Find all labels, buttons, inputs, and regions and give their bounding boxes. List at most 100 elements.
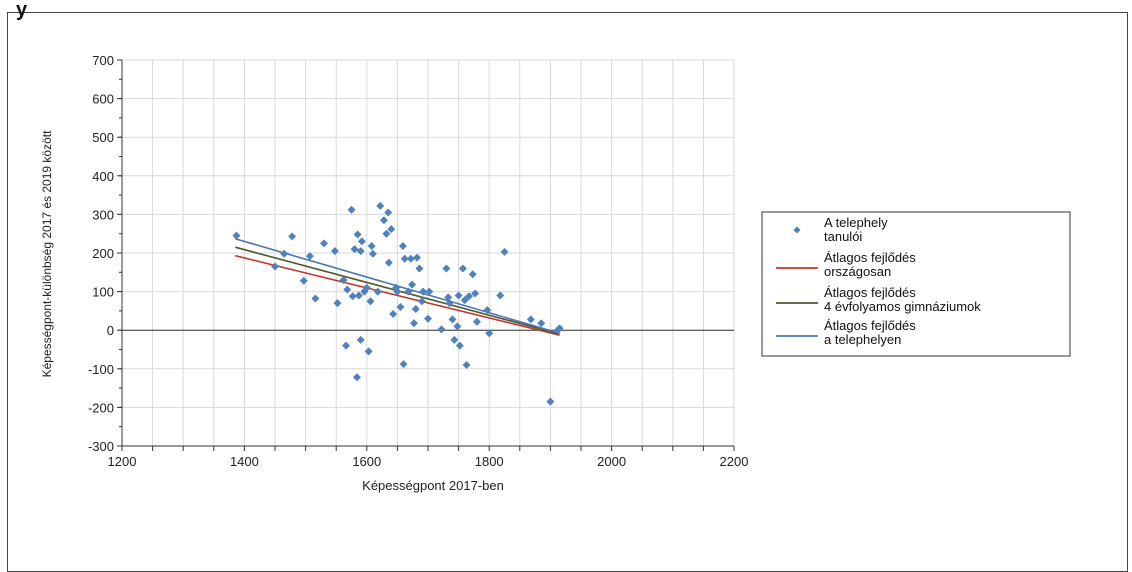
y-tick-label: -100 bbox=[88, 362, 114, 377]
data-point bbox=[396, 303, 405, 312]
data-point bbox=[354, 291, 363, 300]
data-point bbox=[471, 289, 480, 298]
data-point bbox=[347, 205, 356, 214]
data-point bbox=[468, 270, 477, 279]
data-point bbox=[408, 280, 417, 289]
data-point bbox=[453, 322, 462, 331]
data-point bbox=[356, 247, 365, 256]
x-tick-label: 1800 bbox=[475, 454, 504, 469]
y-tick-label: 0 bbox=[107, 323, 114, 338]
data-point bbox=[537, 319, 546, 328]
data-point bbox=[496, 291, 505, 300]
data-point bbox=[448, 315, 457, 324]
data-point bbox=[406, 254, 415, 263]
data-point bbox=[555, 324, 564, 333]
data-point bbox=[460, 296, 469, 305]
data-point bbox=[387, 225, 396, 234]
axes bbox=[117, 59, 735, 451]
data-point bbox=[367, 242, 376, 251]
data-point bbox=[417, 297, 426, 306]
legend-label: országosan bbox=[824, 264, 891, 279]
x-axis-title: Képességpont 2017-ben bbox=[362, 478, 504, 493]
x-tick-label: 1400 bbox=[230, 454, 259, 469]
grid bbox=[121, 59, 735, 447]
data-point bbox=[546, 397, 555, 406]
data-points bbox=[232, 201, 564, 406]
data-point bbox=[271, 262, 279, 271]
legend-label: 4 évfolyamos gimnáziumok bbox=[824, 299, 981, 314]
data-point bbox=[437, 325, 446, 334]
data-point bbox=[280, 249, 289, 258]
data-point bbox=[384, 208, 393, 217]
y-tick-label: -200 bbox=[88, 400, 114, 415]
legend-label: tanulói bbox=[824, 229, 862, 244]
data-point bbox=[398, 242, 407, 251]
data-point bbox=[356, 335, 365, 344]
data-point bbox=[399, 360, 408, 369]
tick-labels: -300 -200 -100 0 100 200 300 400 500 600 700 1200 14… bbox=[88, 53, 748, 469]
legend-label: Átlagos fejlődés bbox=[824, 285, 916, 300]
y-tick-label: 100 bbox=[92, 285, 114, 300]
data-point bbox=[350, 245, 359, 254]
data-point bbox=[232, 231, 241, 240]
data-point bbox=[362, 283, 371, 292]
data-point bbox=[330, 247, 339, 256]
data-point bbox=[353, 230, 362, 239]
data-point bbox=[389, 309, 398, 318]
data-point bbox=[393, 287, 402, 296]
x-tick-label: 1600 bbox=[352, 454, 381, 469]
data-point bbox=[305, 252, 314, 261]
legend-label: Átlagos fejlődés bbox=[824, 250, 916, 265]
data-point bbox=[442, 264, 451, 273]
data-point bbox=[424, 314, 432, 323]
data-point bbox=[409, 319, 418, 328]
x-tick-label: 1200 bbox=[108, 454, 137, 469]
x-tick-label: 2000 bbox=[597, 454, 626, 469]
data-point bbox=[373, 287, 382, 296]
data-point bbox=[400, 254, 409, 263]
data-point bbox=[411, 304, 420, 313]
y-tick-label: 300 bbox=[92, 207, 114, 222]
data-point bbox=[368, 249, 377, 258]
y-tick-label: -300 bbox=[88, 439, 114, 454]
y-tick-label: 600 bbox=[92, 92, 114, 107]
legend-label: A telephely bbox=[824, 215, 888, 230]
data-point bbox=[299, 276, 308, 285]
page-heading-fragment: y bbox=[16, 0, 28, 21]
y-tick-label: 200 bbox=[92, 246, 114, 261]
data-point bbox=[357, 237, 366, 246]
data-point bbox=[450, 335, 459, 344]
data-point bbox=[341, 341, 350, 350]
legend-marker-points bbox=[793, 226, 801, 234]
data-point bbox=[462, 360, 471, 369]
x-tick-label: 2200 bbox=[720, 454, 749, 469]
data-point bbox=[379, 216, 388, 225]
data-point bbox=[425, 287, 434, 296]
data-point bbox=[353, 373, 362, 382]
data-point bbox=[412, 253, 421, 262]
data-point bbox=[339, 276, 348, 285]
data-point bbox=[526, 315, 535, 324]
data-point bbox=[343, 285, 352, 294]
data-point bbox=[419, 287, 428, 296]
data-point bbox=[445, 299, 454, 308]
data-point bbox=[465, 292, 474, 301]
legend-box bbox=[761, 211, 1071, 357]
data-point bbox=[404, 287, 413, 296]
data-point bbox=[500, 247, 509, 256]
data-point bbox=[444, 293, 453, 302]
y-tick-label: 400 bbox=[92, 169, 114, 184]
data-point bbox=[455, 341, 464, 350]
legend-label: a telephelyen bbox=[824, 332, 901, 347]
y-tick-label: 500 bbox=[92, 130, 114, 145]
data-point bbox=[384, 258, 393, 267]
data-point bbox=[366, 297, 375, 306]
data-point bbox=[364, 347, 373, 356]
data-point bbox=[472, 317, 481, 326]
data-point bbox=[458, 264, 467, 273]
data-point bbox=[382, 229, 391, 238]
y-tick-label: 700 bbox=[92, 53, 114, 68]
data-point bbox=[288, 232, 297, 241]
data-point bbox=[311, 294, 320, 303]
